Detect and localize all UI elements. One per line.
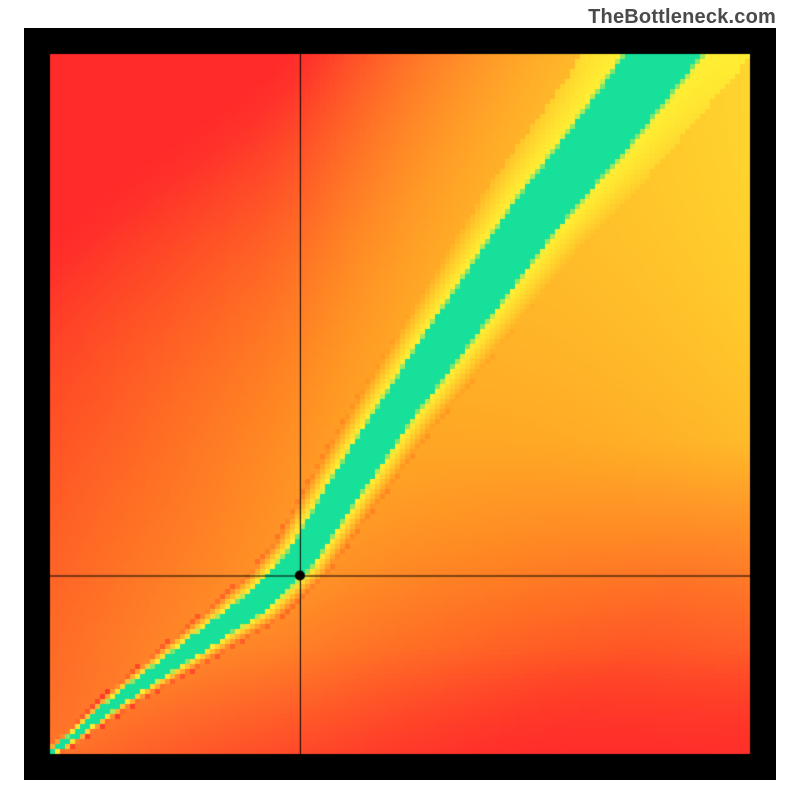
root-container: TheBottleneck.com bbox=[0, 0, 800, 800]
heatmap-canvas bbox=[24, 28, 776, 780]
chart-frame bbox=[24, 28, 776, 780]
watermark-text: TheBottleneck.com bbox=[588, 6, 776, 29]
